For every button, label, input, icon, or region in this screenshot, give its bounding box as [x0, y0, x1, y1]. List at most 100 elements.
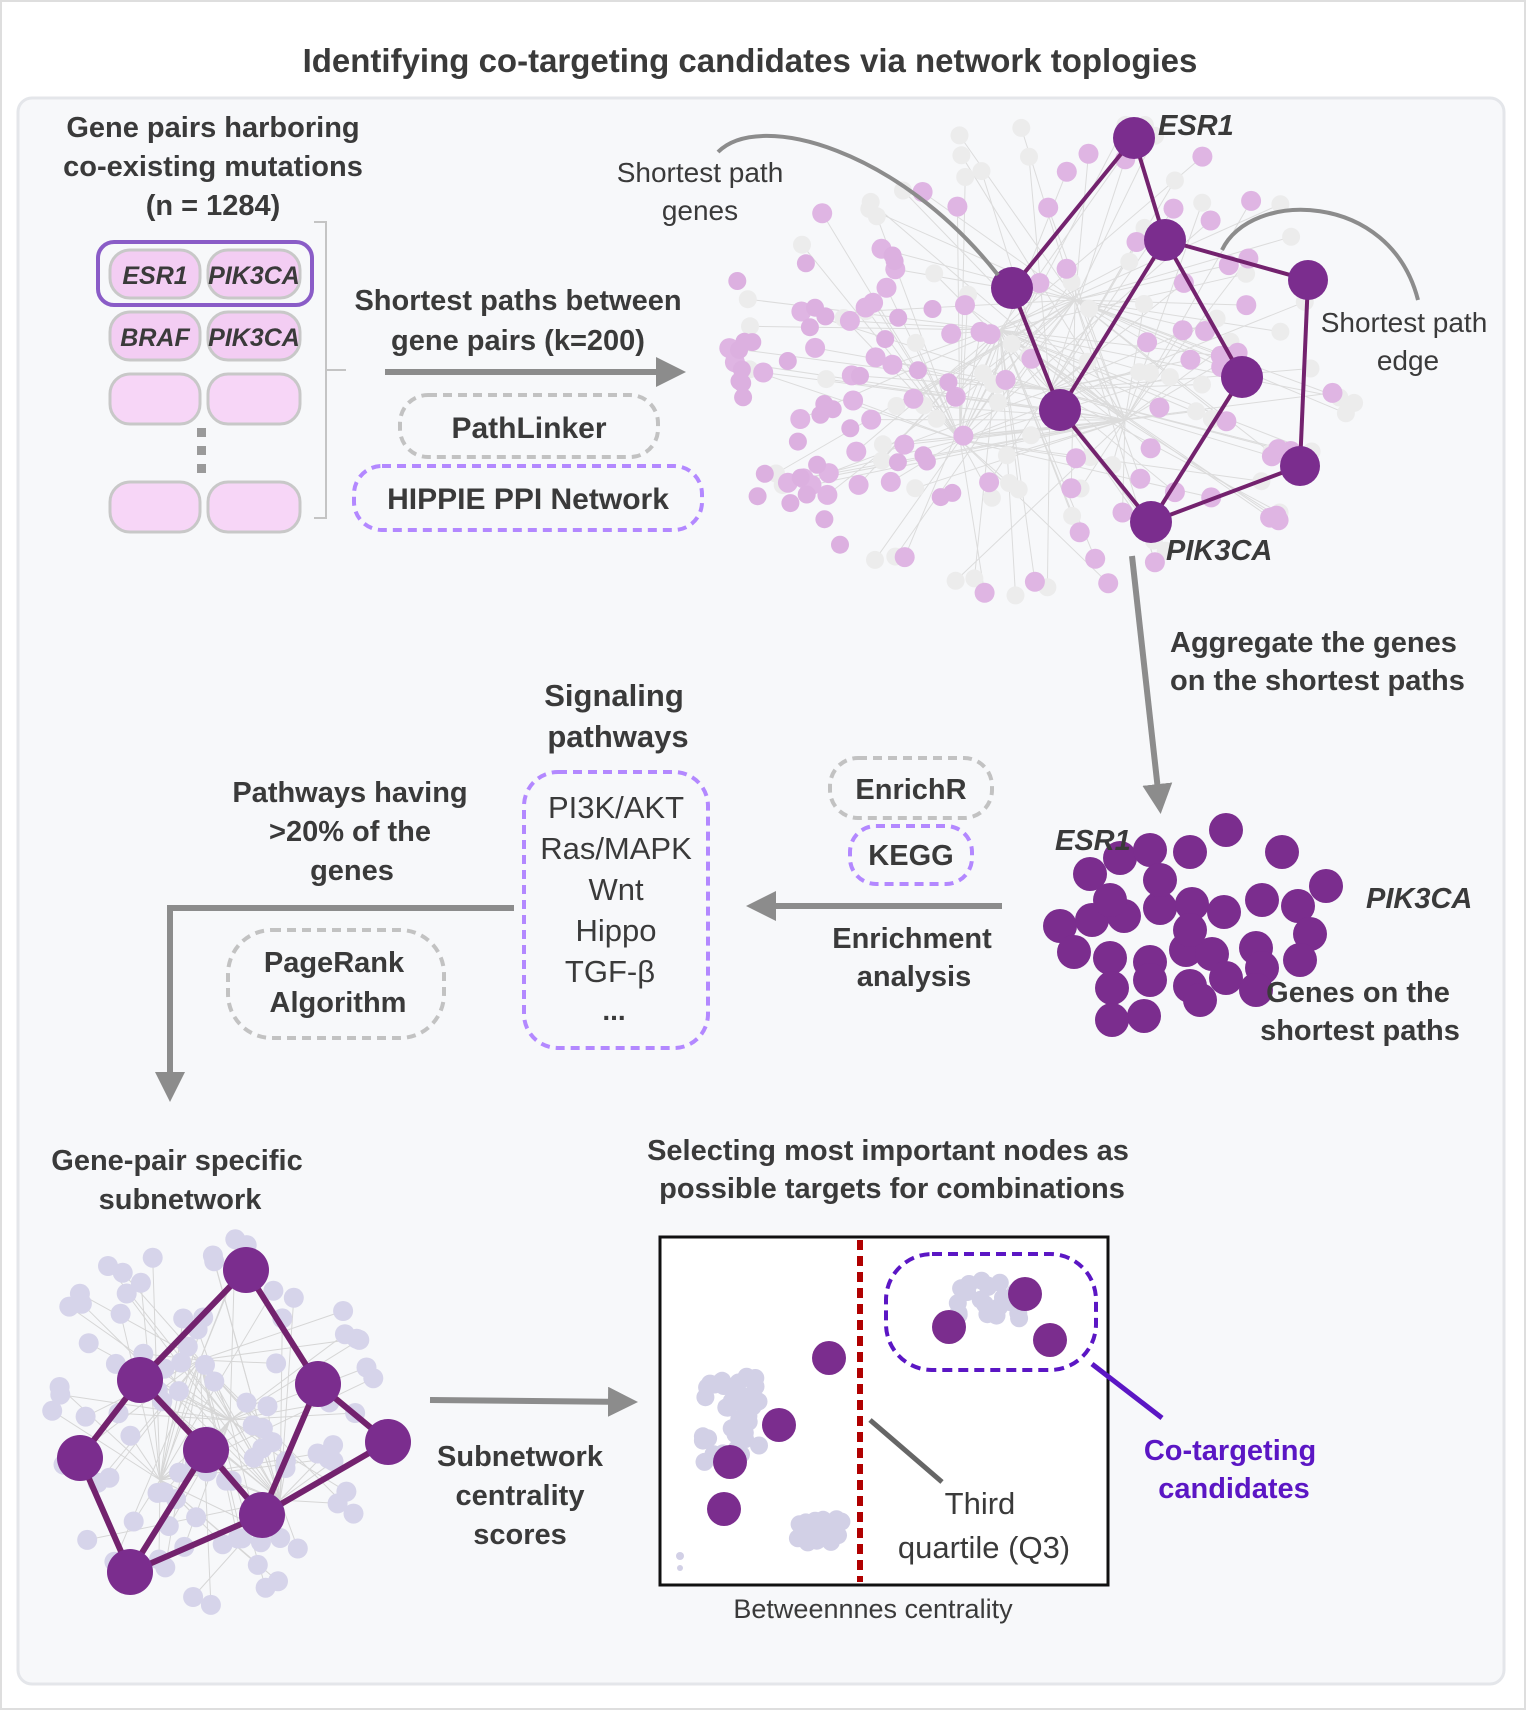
- subnetwork-node: [107, 1549, 153, 1595]
- network-node: [965, 569, 984, 588]
- cluster-node: [1183, 983, 1217, 1017]
- subnetwork-grey-node: [266, 1353, 287, 1374]
- network-node: [1020, 147, 1038, 166]
- plot-point: [1008, 1277, 1042, 1311]
- candidates-label-line2: candidates: [1158, 1473, 1310, 1505]
- network-node: [843, 390, 864, 411]
- plot-point: [695, 1452, 714, 1471]
- aggregate-label-line1: Aggregate the genes: [1170, 627, 1457, 659]
- subnetwork-grey-node: [169, 1462, 189, 1483]
- signaling-title-line1: Signaling: [544, 678, 684, 713]
- pathway-item: ...: [602, 995, 625, 1026]
- network-edge: [775, 299, 1076, 474]
- network-node: [1237, 264, 1256, 283]
- path-node: [1144, 219, 1186, 261]
- pathways-filter-line2: >20% of the: [269, 816, 431, 848]
- network-node: [781, 494, 800, 513]
- network-edge: [60, 1394, 231, 1421]
- subnetwork-grey-node: [195, 1354, 215, 1375]
- network-node: [1061, 478, 1082, 499]
- network-node: [1000, 474, 1019, 492]
- network-node: [730, 372, 749, 391]
- subnetwork-grey-node: [268, 1571, 288, 1592]
- network-node: [1130, 468, 1151, 489]
- network-node: [1193, 375, 1211, 394]
- pagerank-label-line1: PageRank: [264, 947, 405, 979]
- network-node: [1216, 411, 1237, 432]
- cluster-node: [1057, 935, 1091, 969]
- network-edge: [1006, 419, 1126, 456]
- network-edge: [1049, 384, 1203, 391]
- network-edge: [955, 419, 1126, 582]
- subnetwork-grey-node: [333, 1301, 354, 1321]
- cluster-node: [1207, 895, 1241, 929]
- subnetwork-node: [57, 1435, 103, 1481]
- pathlinker-box: [398, 393, 660, 459]
- subnetwork-grey-node: [186, 1507, 207, 1528]
- network-node: [955, 295, 975, 316]
- enrichr-label: EnrichR: [855, 774, 966, 806]
- candidate-callout-line: [1090, 1362, 1164, 1420]
- cluster-node: [1133, 833, 1167, 867]
- network-node: [817, 370, 836, 389]
- network-node: [906, 479, 925, 498]
- network-node: [1120, 252, 1139, 271]
- path-node: [1039, 389, 1081, 431]
- network-node: [941, 323, 962, 344]
- network-node: [790, 409, 811, 429]
- network-edge: [821, 213, 961, 441]
- subnetwork-grey-node: [242, 1415, 263, 1436]
- network-node: [811, 405, 830, 424]
- network-node: [1187, 402, 1206, 421]
- kegg-box: [848, 824, 974, 886]
- network-node: [741, 317, 759, 336]
- network-node: [865, 347, 886, 368]
- genes-callout-line: [716, 133, 1000, 277]
- network-edge: [81, 1303, 281, 1501]
- network-edge: [896, 299, 1076, 407]
- gene-pairs-heading-line2: co-existing mutations: [63, 151, 363, 183]
- centrality-label-line2: centrality: [456, 1480, 585, 1512]
- plot-point: [717, 1398, 736, 1417]
- plot-point: [972, 1271, 991, 1290]
- network-node: [734, 388, 753, 407]
- network-node: [950, 126, 969, 145]
- network-node: [1022, 426, 1041, 445]
- subnetwork-grey-node: [200, 1594, 221, 1615]
- network-node: [851, 366, 869, 385]
- network-edge: [999, 329, 1312, 452]
- genes-callout-line2: genes: [662, 195, 738, 226]
- subnetwork-node: [365, 1419, 411, 1465]
- plot-point: [746, 1377, 765, 1396]
- network-node: [903, 388, 924, 409]
- path-node: [1221, 356, 1263, 398]
- network-edge: [1049, 389, 1273, 457]
- path-node-pik3ca: [1130, 501, 1172, 543]
- gene-pair-highlight-box: [96, 240, 314, 307]
- network-edge: [1049, 282, 1185, 391]
- aggregate-label-line2: on the shortest paths: [1170, 665, 1465, 697]
- pathways-filter-line1: Pathways having: [232, 777, 467, 809]
- network-node: [894, 434, 915, 455]
- centrality-label-line1: Subnetwork: [437, 1441, 604, 1473]
- network-edge: [109, 1359, 201, 1479]
- network-node: [1195, 321, 1216, 341]
- network-node: [917, 452, 936, 471]
- network-node: [1172, 320, 1193, 341]
- cluster-node: [1281, 889, 1315, 923]
- subnetwork-grey-node: [252, 1438, 273, 1459]
- ellipsis-dots: [197, 428, 206, 473]
- network-node: [974, 364, 992, 383]
- network-pink-nodes: [719, 143, 1343, 603]
- network-node: [970, 321, 991, 342]
- subnetwork-title-line2: subnetwork: [99, 1184, 263, 1216]
- network-node: [797, 485, 816, 504]
- cluster-node: [1103, 841, 1137, 875]
- network-node: [1236, 295, 1257, 316]
- q3-label-line2: quartile (Q3): [898, 1530, 1070, 1565]
- subnetwork-grey-node: [75, 1406, 96, 1427]
- network-node: [817, 484, 838, 505]
- network-node: [887, 397, 906, 415]
- pathway-item: TGF-β: [565, 954, 655, 989]
- network-node: [1149, 397, 1170, 418]
